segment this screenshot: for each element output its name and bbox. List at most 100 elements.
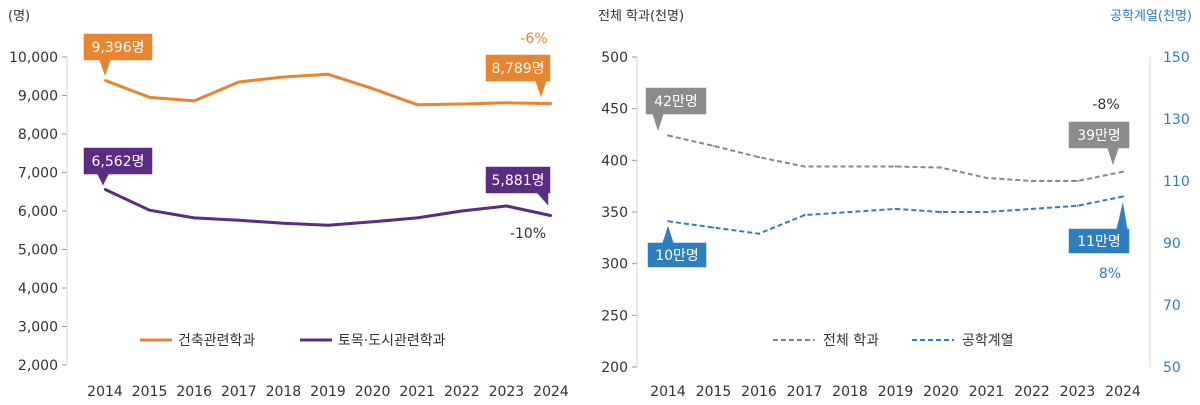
right-right-y-tick-1: 70 (1163, 298, 1181, 314)
legend-label-engineering: 공학계열 (962, 333, 1014, 349)
left-callout-building-end: 8,789명 (484, 53, 552, 102)
left-series-0-point-2024 (549, 102, 553, 105)
right-callout-total-end-text: 39만명 (1077, 128, 1121, 144)
left-series-line-0 (104, 72, 552, 107)
legend-label-building: 건축관련학과 (178, 333, 255, 349)
right-callout-total-start: 42만명 (644, 86, 708, 136)
right-series-1-point-2016 (758, 232, 760, 235)
left-series-group (103, 72, 553, 227)
right-left-y-tick-5: 450 (601, 102, 628, 118)
right-series-1-point-2024 (1122, 195, 1124, 198)
right-right-y-tick-5: 150 (1163, 50, 1190, 66)
right-callout-eng-start: 10만명 (646, 220, 708, 269)
right-series-line-1 (667, 195, 1124, 235)
right-left-y-tick-1: 250 (601, 308, 628, 324)
left-x-tick-2015: 2015 (132, 384, 168, 400)
left-y-tick-8: 10,000 (9, 50, 58, 66)
right-series-0-point-2022 (1031, 180, 1033, 182)
right-series-0-point-2020 (940, 166, 942, 169)
right-x-tick-2016: 2016 (741, 384, 777, 400)
legend-label-total: 전체 학과 (823, 333, 879, 349)
left-callout-civil-end-text: 5,881명 (492, 173, 545, 189)
left-callout-civil-start-box (82, 146, 154, 190)
right-series-1-point-2022 (1031, 207, 1033, 210)
left-series-1-point-2017 (237, 219, 240, 222)
right-series-1-point-2018 (849, 211, 851, 213)
left-series-0-point-2023 (505, 101, 508, 105)
right-right-y-tick-2: 90 (1163, 236, 1181, 252)
left-callout-building-end-text: 8,789명 (492, 61, 545, 77)
left-callout-civil-start: 6,562명 (82, 146, 154, 190)
left-series-0-point-2020 (371, 87, 374, 90)
right-series-0-point-2014 (667, 134, 669, 137)
right-x-tick-2023: 2023 (1060, 384, 1096, 400)
right-callout-eng-start-box (646, 220, 708, 269)
left-y-tick-0: 2,000 (18, 358, 58, 374)
right-x-tick-2022: 2022 (1014, 384, 1050, 400)
right-series-1-point-2021 (985, 211, 988, 213)
left-y-tick-3: 5,000 (18, 243, 58, 259)
right-legend: 전체 학과 공학계열 (773, 333, 1014, 349)
right-x-tick-2015: 2015 (696, 384, 732, 400)
legend-label-civil: 토목·도시관련학과 (338, 333, 446, 349)
left-callout-building-start: 9,396명 (82, 32, 154, 81)
right-series-group (667, 134, 1124, 235)
left-change-building: -6% (520, 31, 547, 47)
left-series-0-point-2021 (416, 103, 419, 106)
left-callout-civil-start-text: 6,562명 (92, 154, 145, 170)
right-left-y-tick-0: 200 (601, 360, 628, 376)
right-right-y-axis: 50 70 90 110 130 150 (1149, 50, 1190, 376)
left-chart-building-civil: (명) 2,000 3,000 4,000 5,000 6,000 7,000 8,000 9… (8, 9, 569, 400)
right-series-0-point-2023 (1076, 180, 1079, 182)
left-y-axis: 2,000 3,000 4,000 5,000 6,000 7,000 8,000 9,000… (9, 50, 68, 374)
left-y-tick-4: 6,000 (18, 204, 58, 220)
right-series-0-point-2021 (985, 176, 988, 179)
right-left-y-tick-6: 500 (601, 50, 628, 66)
left-series-1-point-2015 (148, 209, 151, 212)
right-series-0-point-2016 (758, 156, 760, 159)
left-x-tick-2018: 2018 (266, 384, 302, 400)
right-x-tick-2017: 2017 (787, 384, 823, 400)
right-series-line-0 (667, 134, 1124, 182)
left-x-tick-2017: 2017 (221, 384, 257, 400)
left-series-1-point-2022 (460, 209, 463, 213)
right-callouts: 42만명 39만명 -8% 10만명 11만명 8% (644, 86, 1131, 282)
right-series-0-point-2024 (1122, 170, 1124, 173)
right-x-tick-2020: 2020 (923, 384, 959, 400)
left-series-1-point-2023 (505, 204, 508, 208)
right-change-total: -8% (1092, 97, 1119, 113)
left-series-0-point-2022 (460, 102, 463, 106)
left-callout-building-start-box (82, 32, 154, 81)
left-series-line-1 (104, 188, 552, 227)
right-callout-total-start-text: 42만명 (654, 94, 698, 110)
right-series-0-point-2019 (894, 165, 897, 168)
right-callout-total-end: 39만명 (1067, 120, 1131, 171)
right-left-y-tick-2: 300 (601, 257, 628, 273)
right-x-tick-2024: 2024 (1105, 384, 1141, 400)
left-series-1-point-2018 (282, 222, 285, 225)
right-callout-eng-end: 11만명 (1067, 198, 1131, 255)
right-change-eng: 8% (1099, 266, 1121, 282)
left-series-1-point-2020 (371, 220, 374, 223)
right-x-tick-2018: 2018 (832, 384, 868, 400)
right-callout-total-end-box (1067, 120, 1131, 171)
right-callout-total-start-box (644, 86, 708, 136)
left-unit-label: (명) (8, 9, 30, 24)
left-x-tick-2014: 2014 (87, 384, 123, 400)
left-change-civil: -10% (510, 226, 546, 242)
left-x-axis: 2014 2015 2016 2017 2018 2019 2020 2021 2022 2023… (87, 384, 569, 400)
right-left-y-tick-4: 400 (601, 153, 628, 169)
right-series-1-point-2023 (1076, 204, 1079, 207)
left-y-tick-5: 7,000 (18, 166, 58, 182)
right-left-axis-label: 전체 학과(천명) (598, 9, 684, 24)
left-callout-building-end-box (484, 53, 552, 102)
left-x-tick-2024: 2024 (533, 384, 569, 400)
right-right-axis-label: 공학계열(천명) (1110, 9, 1192, 24)
left-series-0-point-2016 (193, 99, 196, 103)
left-series-1-point-2024 (549, 214, 553, 217)
left-y-tick-6: 8,000 (18, 127, 58, 143)
left-callout-civil-end-box (484, 165, 552, 210)
left-callouts: 9,396명 8,789명 -6% 6,562명 5,881명 -10% (82, 31, 552, 242)
right-series-0-point-2018 (849, 165, 851, 168)
right-series-1-point-2017 (803, 214, 806, 217)
